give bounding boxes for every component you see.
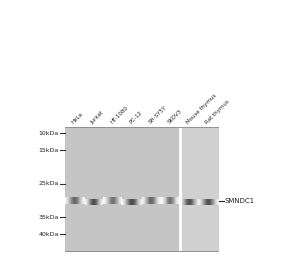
- Text: HT-1080: HT-1080: [109, 105, 129, 125]
- Text: 40kDa: 40kDa: [38, 232, 59, 237]
- Text: SKOV3: SKOV3: [167, 108, 183, 125]
- Text: Jurkat: Jurkat: [90, 110, 105, 125]
- Text: 10kDa: 10kDa: [38, 131, 59, 136]
- Text: Rat thymus: Rat thymus: [205, 99, 231, 125]
- Text: SH-SY5Y: SH-SY5Y: [147, 105, 168, 125]
- Text: 35kDa: 35kDa: [38, 215, 59, 220]
- Text: PC-12: PC-12: [128, 110, 143, 125]
- Text: HeLa: HeLa: [71, 111, 85, 125]
- Text: 15kDa: 15kDa: [38, 148, 59, 153]
- Text: Mouse thymus: Mouse thymus: [186, 93, 218, 125]
- Text: SMNDC1: SMNDC1: [225, 198, 255, 204]
- Text: 25kDa: 25kDa: [38, 181, 59, 186]
